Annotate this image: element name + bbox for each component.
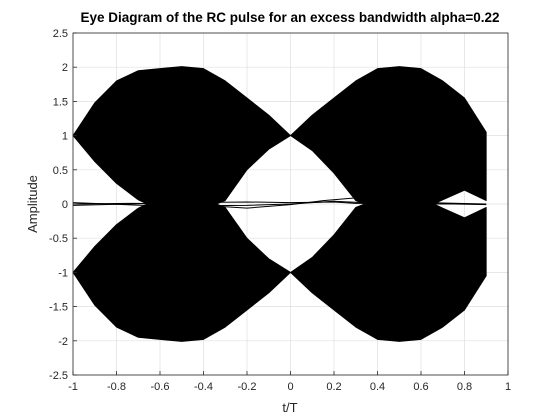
y-tick-label: 2 [62,62,68,74]
x-tick-label: -1 [68,381,78,393]
x-tick-label: -0.4 [194,381,213,393]
x-tick-label: 1 [505,381,511,393]
baseline-trace-2 [72,201,487,206]
eye-traces [72,66,487,342]
baseline-trace-1 [72,197,487,209]
x-tick-label: 0.2 [326,381,341,393]
x-tick-label: 0 [287,381,293,393]
y-tick-label: -2 [58,336,68,348]
y-axis-label: Amplitude [25,175,40,233]
x-tick-label: -0.6 [151,381,170,393]
y-tick-label: 1 [62,131,68,143]
y-tick-label: 1.5 [53,96,68,108]
y-tick-label: -1.5 [49,302,68,314]
y-tick-label: 0 [62,199,68,211]
x-tick-label: 0.8 [457,381,472,393]
x-tick-label: -0.8 [107,381,126,393]
x-tick-label: 0.6 [413,381,428,393]
chart-title: Eye Diagram of the RC pulse for an exces… [80,10,499,25]
x-axis-label: t/T [282,400,297,415]
y-tick-label: 0.5 [53,165,68,177]
y-tick-label: -0.5 [49,233,68,245]
x-axis-ticks: -1 -0.8 -0.6 -0.4 -0.2 0 0.2 0.4 0.6 0.8 1 [68,371,511,393]
x-tick-label: -0.2 [238,381,257,393]
x-tick-label: 0.4 [370,381,385,393]
y-tick-label: 2.5 [53,28,68,40]
y-axis-ticks: 2.5 2 1.5 1 0.5 0 -0.5 -1 -1.5 -2 -2.5 [49,28,77,382]
eye-lower-band [72,174,487,342]
y-tick-label: -2.5 [49,370,68,382]
y-tick-label: -1 [58,267,68,279]
